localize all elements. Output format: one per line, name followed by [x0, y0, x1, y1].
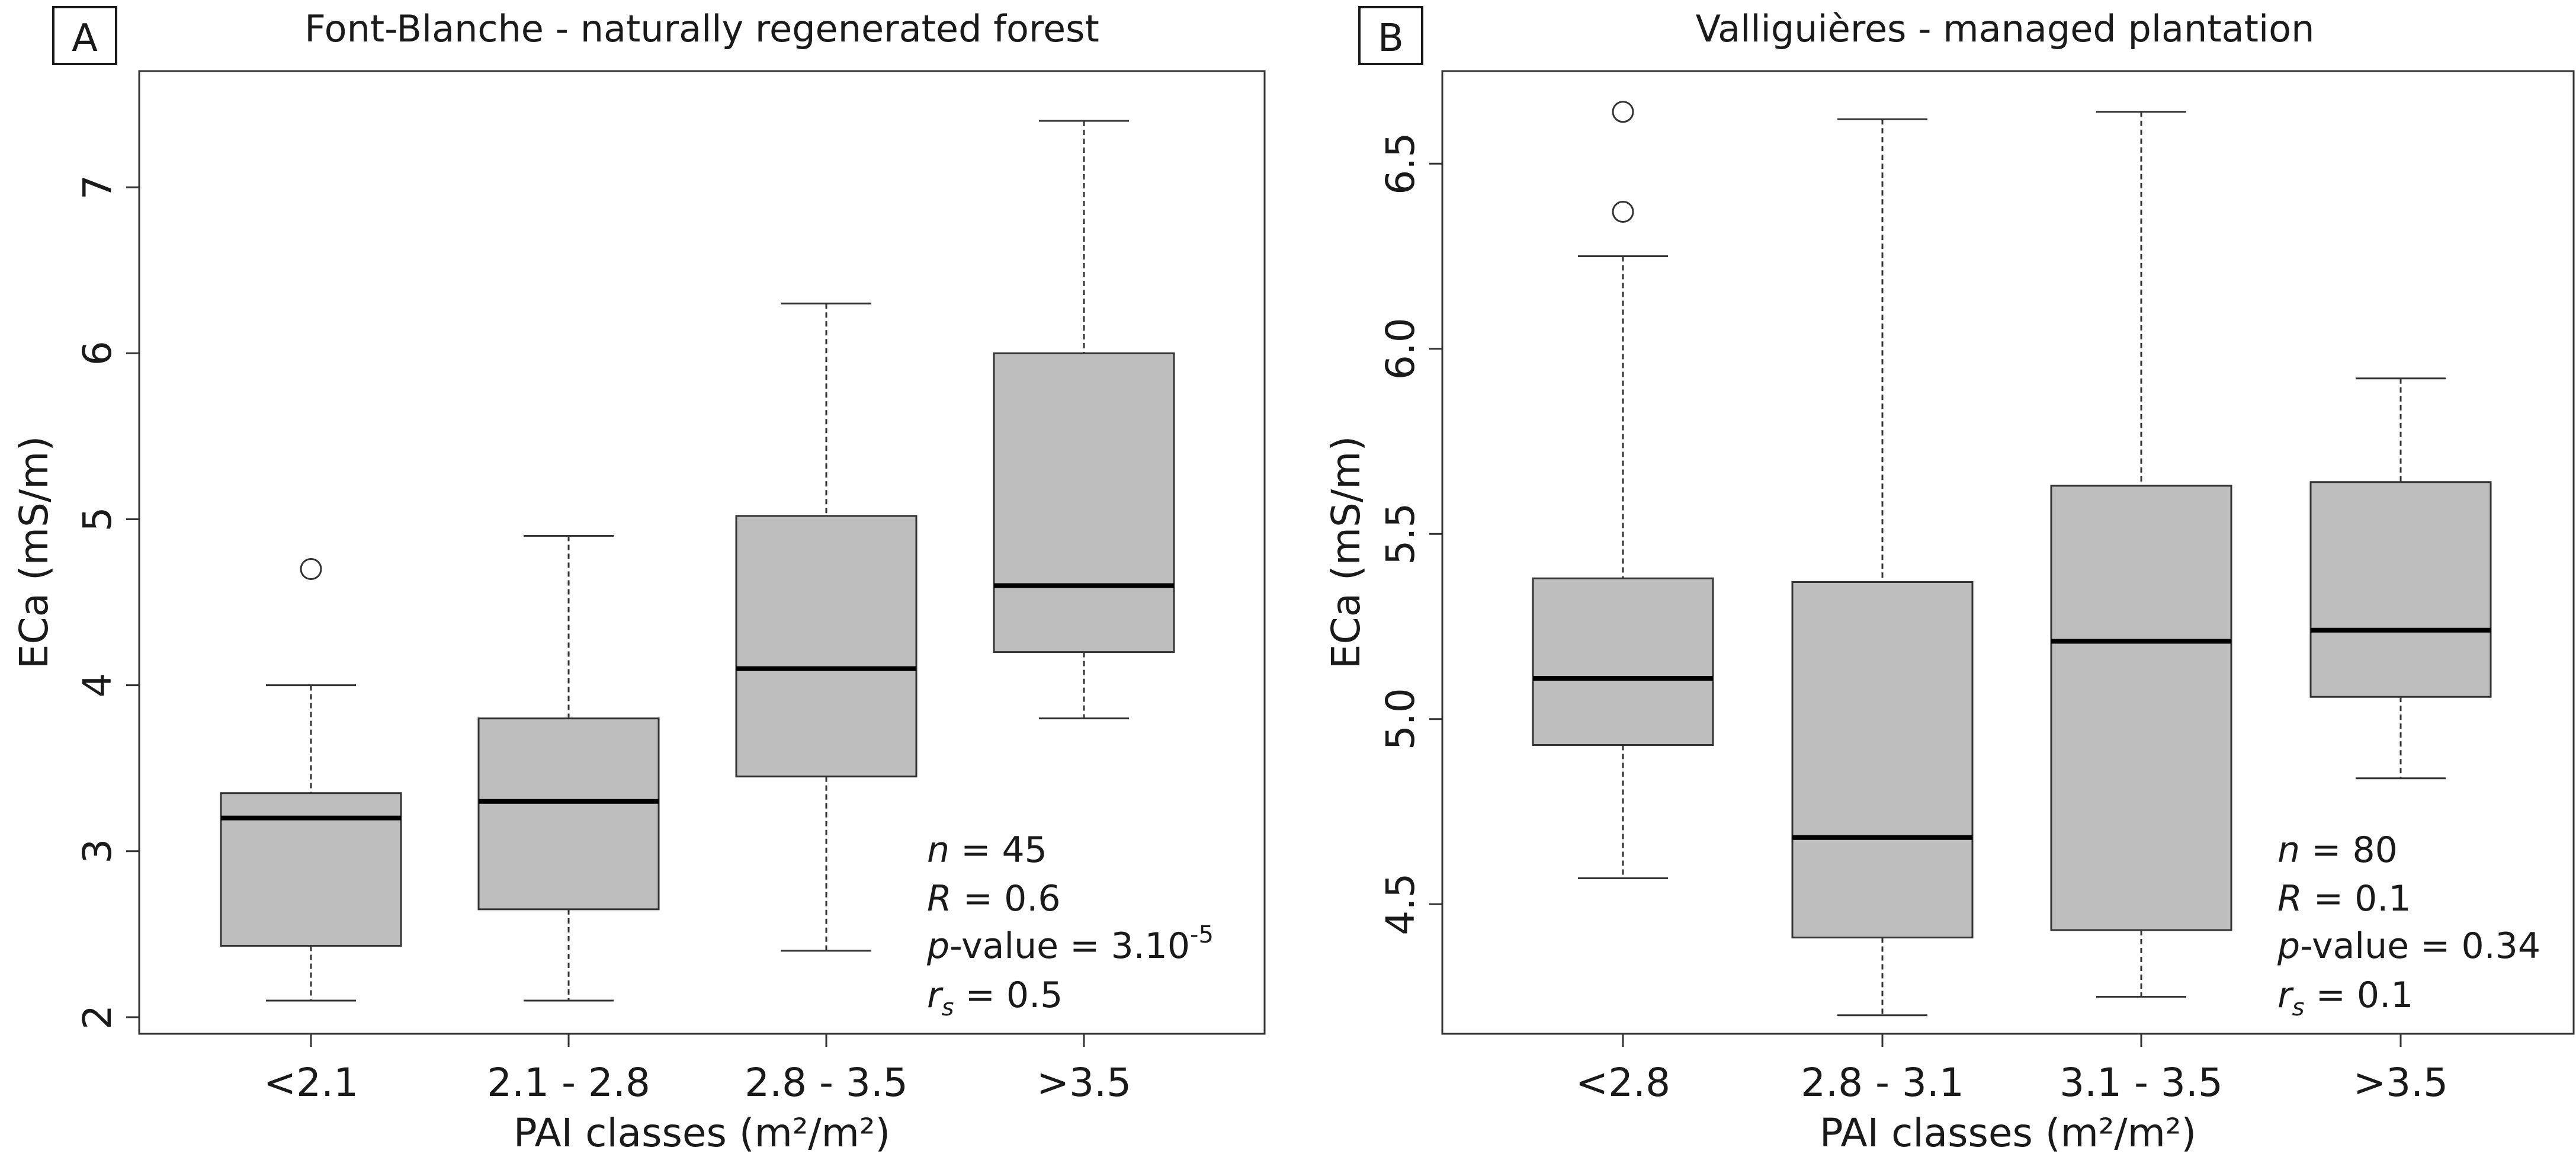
box-group [2050, 111, 2232, 998]
box-group [993, 120, 1175, 720]
stat-p-exponent: -5 [1190, 921, 1214, 948]
stat-n-var: n [927, 829, 949, 871]
x-tick-label: >3.5 [1037, 1060, 1131, 1105]
panel-label: B [1378, 17, 1404, 60]
stat-p-value: -value = 0.34 [2300, 925, 2540, 967]
x-tick-label: 3.1 - 3.5 [2059, 1060, 2223, 1105]
x-tick-label: <2.8 [1576, 1060, 1670, 1105]
x-tick-label: 2.1 - 2.8 [487, 1060, 650, 1105]
y-tick-label: 4 [75, 673, 120, 698]
x-tick-label: 2.8 - 3.1 [1801, 1060, 1964, 1105]
stat-r-var: R [2277, 878, 2302, 919]
outlier-point [1612, 201, 1634, 223]
y-tick-label: 6.5 [1378, 133, 1423, 195]
outlier-point [300, 558, 322, 581]
panel-label-box [1358, 6, 1423, 65]
box [477, 717, 660, 911]
y-tick-label: 5.0 [1378, 688, 1423, 750]
y-tick-label: 6.0 [1378, 318, 1423, 380]
box-group [1791, 118, 1974, 1017]
stat-rs-sub: s [2292, 994, 2305, 1021]
stat-n-var: n [2277, 829, 2300, 871]
x-axis-label: PAI classes (m²/m²) [1820, 1110, 2196, 1156]
box-group [2309, 377, 2492, 780]
stat-rs-value: = 0.1 [2305, 975, 2414, 1016]
stat-r-var: R [927, 878, 952, 919]
panel-label-box [52, 6, 117, 65]
stat-n-value: = 45 [949, 829, 1047, 871]
panel-a: A Font-Blanche - naturally regenerated fo… [11, 6, 1266, 1156]
stat-p-var: p [2277, 925, 2300, 967]
stat-n: n = 80 [2277, 829, 2398, 871]
stat-p: p-value = 0.34 [2277, 925, 2540, 967]
stat-rs-var: r [2277, 975, 2294, 1016]
plot-frame [1441, 70, 2575, 1035]
box [1532, 577, 1714, 746]
stat-n: n = 45 [927, 829, 1047, 871]
stat-r-value: = 0.1 [2302, 878, 2411, 919]
stat-r: R = 0.6 [927, 878, 1061, 919]
y-tick-label: 7 [75, 175, 120, 200]
stat-n-value: = 80 [2300, 829, 2398, 871]
chart-title: Font-Blanche - naturally regenerated for… [304, 7, 1099, 50]
stat-p: p-value = 3.10-5 [926, 921, 1214, 967]
x-tick-label: 2.8 - 3.5 [745, 1060, 908, 1105]
box-group [477, 534, 660, 1002]
box [993, 352, 1175, 653]
plot-frame [138, 70, 1266, 1035]
x-tick-label: <2.1 [264, 1060, 358, 1105]
x-tick-label: >3.5 [2353, 1060, 2448, 1105]
box-group [735, 302, 918, 952]
box-group [220, 558, 402, 1002]
panel-label: A [72, 17, 98, 60]
stat-p-var: p [926, 925, 949, 967]
y-tick-label: 5.5 [1378, 503, 1423, 565]
stat-rs-sub: s [942, 994, 954, 1021]
stat-rs-value: = 0.5 [954, 975, 1063, 1016]
box [735, 515, 918, 778]
box [1791, 581, 1974, 938]
panel-b: B Valliguières - managed plantation 4.5 5.0… [1323, 6, 2575, 1156]
outlier-point [1612, 101, 1634, 123]
stat-r-value: = 0.6 [952, 878, 1061, 919]
y-axis-label: ECa (mS/m) [1323, 436, 1369, 669]
stat-rs-var: r [927, 975, 944, 1016]
y-tick-label: 2 [75, 1005, 120, 1030]
x-axis-label: PAI classes (m²/m²) [514, 1110, 890, 1156]
stat-r: R = 0.1 [2277, 878, 2411, 919]
stat-p-value: -value = 3.10 [949, 925, 1190, 967]
y-tick-label: 4.5 [1378, 873, 1423, 935]
chart-title: Valliguières - managed plantation [1696, 7, 2315, 50]
box [2050, 485, 2232, 931]
y-axis-label: ECa (mS/m) [11, 436, 57, 669]
y-tick-label: 5 [75, 507, 120, 531]
y-tick-label: 3 [75, 839, 120, 864]
stat-rs: rs = 0.5 [927, 975, 1063, 1021]
box-group [1532, 101, 1714, 879]
box [2309, 481, 2492, 698]
y-tick-label: 6 [75, 341, 120, 366]
stat-rs: rs = 0.1 [2277, 975, 2413, 1021]
